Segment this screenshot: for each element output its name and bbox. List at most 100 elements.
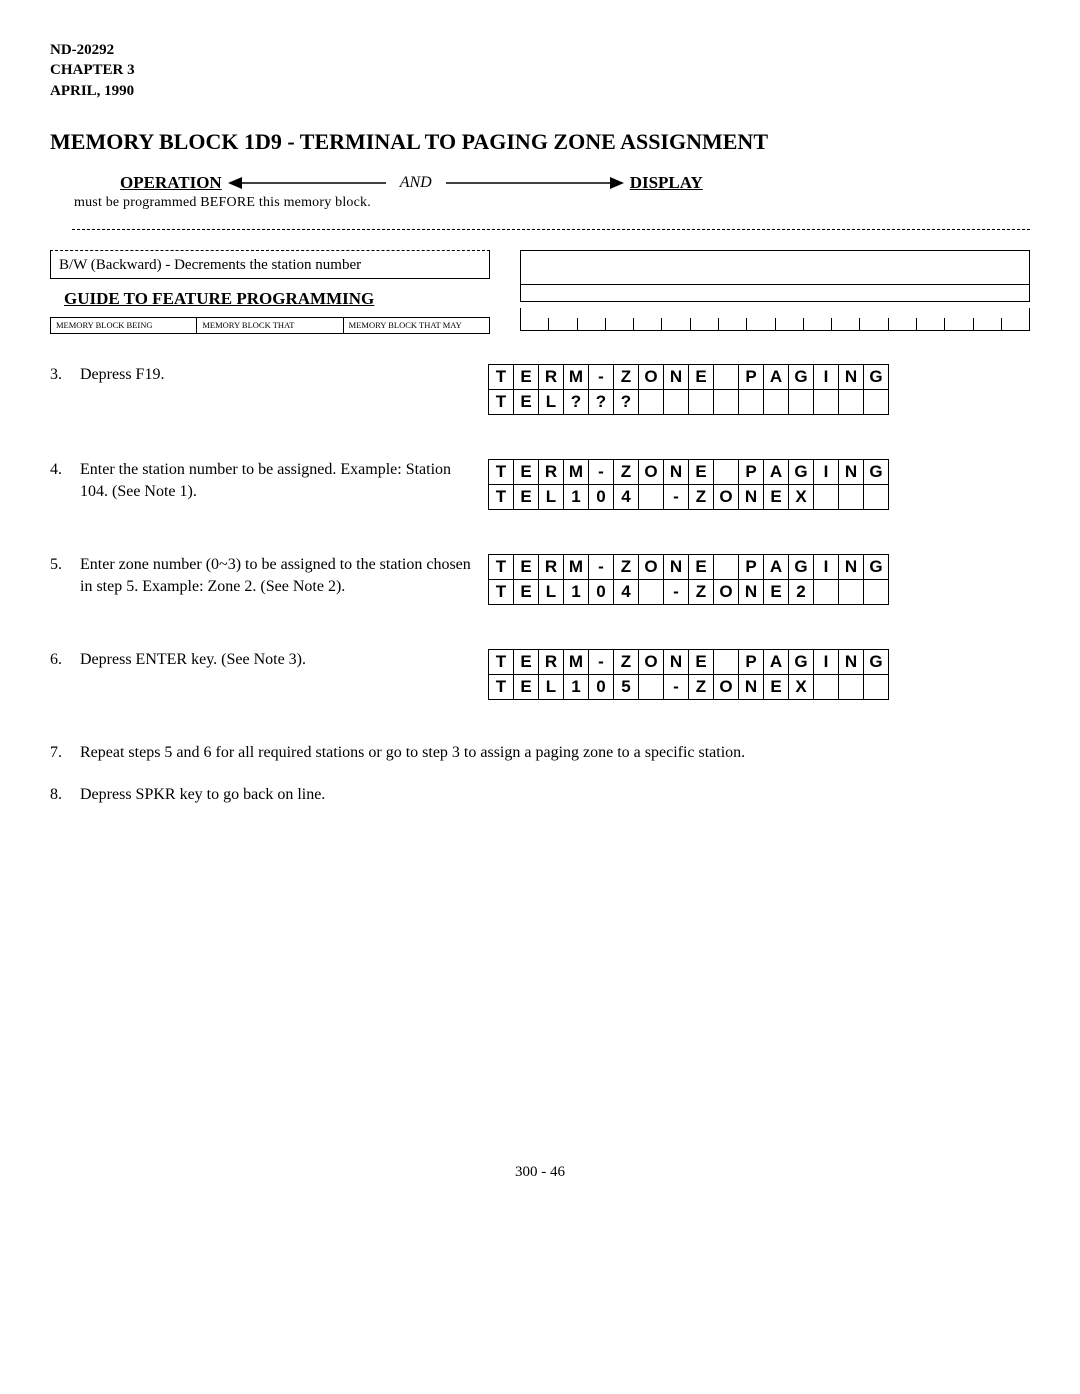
display-cell: E	[688, 554, 714, 580]
display-cell: E	[513, 554, 539, 580]
step-display-grid: TERM-ZONEPAGINGTEL104-ZONEX	[488, 459, 1030, 510]
display-cell	[863, 674, 889, 700]
step-text: Enter the station number to be assigned.…	[80, 459, 480, 502]
plain-step-row: 7. Repeat steps 5 and 6 for all required …	[50, 744, 1030, 762]
guide-title: GUIDE TO FEATURE PROGRAMMING	[64, 289, 490, 309]
display-cell	[863, 484, 889, 510]
display-cell: -	[663, 484, 689, 510]
display-cell	[638, 579, 664, 605]
step-text: Repeat steps 5 and 6 for all required st…	[80, 744, 745, 762]
display-cell	[863, 579, 889, 605]
display-cell	[638, 674, 664, 700]
display-cell: G	[788, 649, 814, 675]
display-cell: E	[513, 484, 539, 510]
step-row: 6.Depress ENTER key. (See Note 3).TERM-Z…	[50, 649, 1030, 700]
plain-step-row: 8.Depress SPKR key to go back on line.	[50, 786, 1030, 804]
step-number: 3.	[50, 364, 72, 384]
display-cell: G	[788, 554, 814, 580]
display-cell: E	[688, 649, 714, 675]
display-cell: T	[488, 579, 514, 605]
display-cell: O	[713, 579, 739, 605]
display-cell: G	[863, 364, 889, 390]
memory-block-row: MEMORY BLOCK BEING MEMORY BLOCK THAT MEM…	[50, 317, 490, 334]
display-cell: A	[763, 364, 789, 390]
display-cell: M	[563, 554, 589, 580]
document-header: ND-20292 CHAPTER 3 APRIL, 1990	[50, 40, 1030, 101]
display-cell: N	[838, 649, 864, 675]
display-cell: E	[513, 459, 539, 485]
display-cell: E	[688, 459, 714, 485]
display-cell: Z	[688, 579, 714, 605]
display-cell: N	[738, 674, 764, 700]
display-cell	[838, 579, 864, 605]
step-number: 4.	[50, 459, 72, 479]
step-row: 5.Enter zone number (0~3) to be assigned…	[50, 554, 1030, 605]
display-cell	[813, 579, 839, 605]
plain-steps-container: 7. Repeat steps 5 and 6 for all required …	[50, 744, 1030, 804]
display-cell: 5	[613, 674, 639, 700]
display-cell: T	[488, 484, 514, 510]
display-cell	[838, 484, 864, 510]
display-cell	[713, 459, 739, 485]
step-number: 7.	[50, 744, 72, 762]
display-cell: M	[563, 649, 589, 675]
display-cell: N	[663, 554, 689, 580]
display-cell: O	[713, 674, 739, 700]
display-cell: P	[738, 554, 764, 580]
step-display-grid: TERM-ZONEPAGINGTEL105-ZONEX	[488, 649, 1030, 700]
step-text: Depress F19.	[80, 364, 480, 386]
display-cell: N	[663, 459, 689, 485]
display-cell: L	[538, 484, 564, 510]
tick-row	[520, 308, 1030, 331]
display-cell: N	[663, 364, 689, 390]
display-cell: G	[863, 554, 889, 580]
display-cell: 1	[563, 674, 589, 700]
display-cell: O	[638, 459, 664, 485]
steps-container: 3.Depress F19.TERM-ZONEPAGINGTEL???4.Ent…	[50, 364, 1030, 700]
display-cell: 4	[613, 484, 639, 510]
display-cell: Z	[613, 649, 639, 675]
display-cell	[813, 674, 839, 700]
display-cell: O	[638, 554, 664, 580]
display-cell	[713, 554, 739, 580]
display-cell: 2	[788, 579, 814, 605]
display-cell: X	[788, 484, 814, 510]
display-cell: N	[738, 579, 764, 605]
display-cell	[713, 389, 739, 415]
display-cell: O	[638, 649, 664, 675]
step-number: 6.	[50, 649, 72, 669]
display-cell: G	[863, 649, 889, 675]
display-cell: Z	[613, 459, 639, 485]
display-label: DISPLAY	[630, 173, 703, 193]
display-cell: N	[838, 554, 864, 580]
display-cell: Z	[613, 554, 639, 580]
display-cell	[713, 364, 739, 390]
display-cell: ?	[613, 389, 639, 415]
section-title: MEMORY BLOCK 1D9 - TERMINAL TO PAGING ZO…	[50, 129, 1030, 155]
display-cell: E	[513, 364, 539, 390]
display-cell: P	[738, 459, 764, 485]
display-cell: 0	[588, 579, 614, 605]
display-cell	[763, 389, 789, 415]
display-cell: O	[713, 484, 739, 510]
display-cell: E	[688, 364, 714, 390]
doc-id: ND-20292	[50, 40, 1030, 60]
and-label: AND	[400, 174, 432, 192]
display-cell: T	[488, 674, 514, 700]
operation-display-row: OPERATION AND DISPLAY	[120, 173, 1030, 193]
display-cell: I	[813, 649, 839, 675]
display-cell: L	[538, 674, 564, 700]
display-cell: N	[838, 459, 864, 485]
display-cell: M	[563, 364, 589, 390]
mem-block-cell: MEMORY BLOCK THAT	[197, 318, 343, 333]
display-cell: G	[863, 459, 889, 485]
display-cell: 1	[563, 579, 589, 605]
display-cell: A	[763, 459, 789, 485]
display-cell: Z	[688, 484, 714, 510]
display-cell	[638, 389, 664, 415]
display-cell: N	[838, 364, 864, 390]
display-cell: ?	[563, 389, 589, 415]
display-cell: P	[738, 364, 764, 390]
outline-box	[520, 250, 1030, 302]
display-cell: M	[563, 459, 589, 485]
